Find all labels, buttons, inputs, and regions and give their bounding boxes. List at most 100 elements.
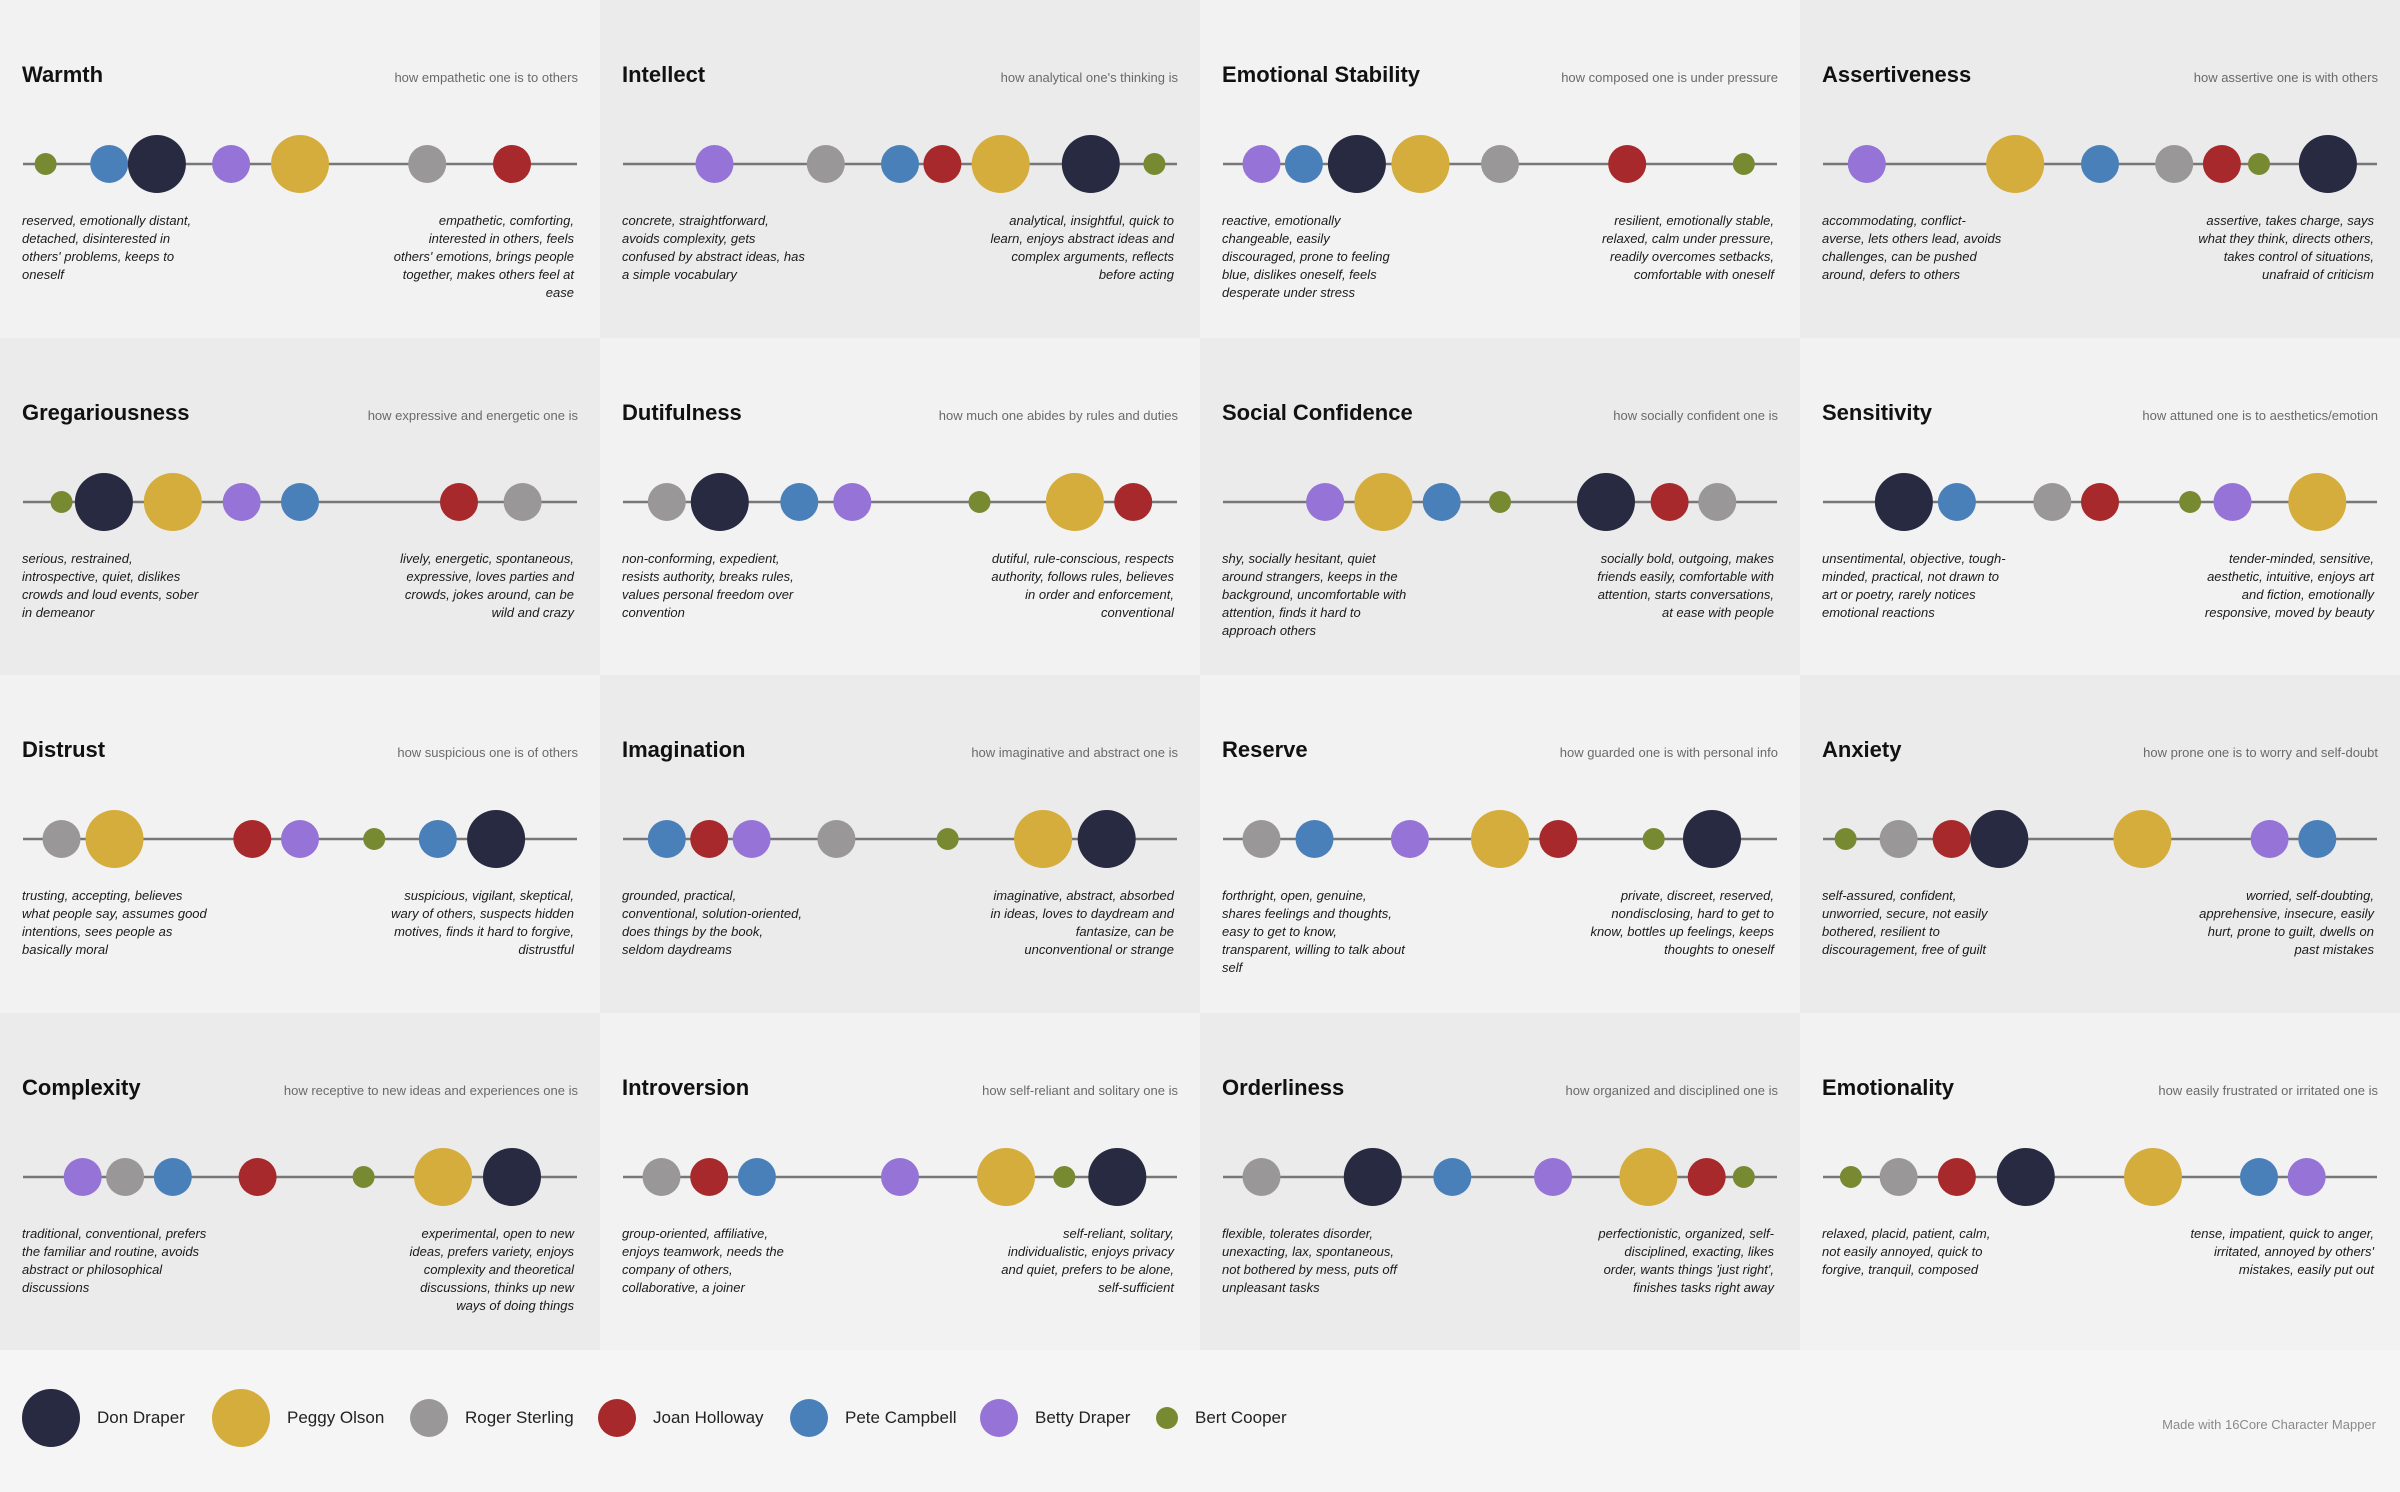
trait-description: how expressive and energetic one is (367, 407, 578, 423)
marker-pete-campbell (1422, 482, 1461, 521)
marker-roger-sterling (2033, 482, 2072, 521)
marker-joan-holloway (690, 1157, 729, 1196)
marker-joan-holloway (2081, 482, 2119, 521)
marker-pete-campbell (1295, 820, 1334, 858)
low-pole-label: traditional, conventional, prefers the f… (22, 1225, 207, 1295)
low-pole-label: reactive, emotionally changeable, easily… (1222, 213, 1390, 300)
trait-scale (1223, 135, 1777, 193)
trait-panel-warmth: Warmth how empathetic one is to others res… (0, 0, 600, 338)
marker-pete-campbell (418, 820, 457, 858)
marker-joan-holloway (493, 145, 531, 183)
low-pole-label: self-assured, confident, unworried, secu… (1822, 888, 1988, 957)
marker-roger-sterling (42, 820, 81, 858)
marker-peggy-olson (977, 1147, 1035, 1206)
marker-peggy-olson (85, 810, 144, 868)
low-pole-label: shy, socially hesitant, quiet around str… (1222, 550, 1407, 638)
legend-swatch (212, 1389, 270, 1447)
legend-item-pete-campbell: Pete Campbell (790, 1386, 957, 1450)
trait-scale (23, 810, 577, 868)
trait-description: how much one abides by rules and duties (938, 407, 1178, 423)
marker-peggy-olson (414, 1147, 473, 1206)
marker-joan-holloway (233, 820, 272, 858)
trait-panel-grid: Warmth how empathetic one is to others res… (0, 0, 2400, 1350)
trait-description: how easily frustrated or irritated one i… (2158, 1082, 2378, 1098)
marker-roger-sterling (1879, 820, 1918, 858)
marker-bert-cooper (1143, 153, 1166, 175)
marker-don-draper (1996, 1147, 2055, 1206)
trait-description: how assertive one is with others (2193, 70, 2378, 85)
trait-panel-distrust: Distrust how suspicious one is of others t… (0, 675, 600, 1013)
marker-betty-draper (1306, 482, 1345, 521)
trait-description: how imaginative and abstract one is (971, 745, 1178, 760)
marker-betty-draper (1242, 145, 1281, 183)
credit-note: Made with 16Core Character Mapper (2162, 1417, 2376, 1432)
trait-description: how self-reliant and solitary one is (982, 1082, 1178, 1098)
legend-item-peggy-olson: Peggy Olson (212, 1386, 384, 1450)
low-pole-label: group-oriented, affiliative, enjoys team… (622, 1225, 784, 1295)
trait-description: how guarded one is with personal info (1559, 745, 1778, 760)
marker-bert-cooper (352, 1165, 375, 1188)
legend-swatch (598, 1399, 636, 1437)
marker-betty-draper (212, 145, 251, 183)
trait-panel-emotional-stability: Emotional Stability how composed one is u… (1200, 0, 1800, 338)
marker-betty-draper (2250, 820, 2289, 858)
low-pole-label: relaxed, placid, patient, calm, not easi… (1822, 1225, 1991, 1277)
marker-pete-campbell (780, 482, 819, 521)
trait-scale (1823, 472, 2377, 531)
marker-joan-holloway (1937, 1157, 1976, 1196)
low-pole-label: flexible, tolerates disorder, unexacting… (1222, 1225, 1397, 1295)
trait-scale (623, 135, 1177, 193)
trait-scale (23, 1147, 577, 1206)
marker-roger-sterling (1481, 145, 1519, 183)
trait-panel-imagination: Imagination how imaginative and abstract … (600, 675, 1200, 1013)
marker-peggy-olson (2113, 810, 2172, 868)
marker-bert-cooper (50, 490, 73, 513)
trait-panel-complexity: Complexity how receptive to new ideas and… (0, 1012, 600, 1350)
high-pole-label: perfectionistic, organized, self-discipl… (1598, 1225, 1774, 1295)
marker-roger-sterling (1879, 1157, 1918, 1196)
trait-title: Complexity (22, 1074, 141, 1100)
trait-title: Imagination (622, 737, 746, 762)
marker-bert-cooper (363, 828, 386, 850)
marker-betty-draper (1847, 145, 1886, 183)
trait-description: how prone one is to worry and self-doubt (2143, 745, 2378, 760)
marker-don-draper (483, 1147, 541, 1206)
marker-pete-campbell (1284, 145, 1323, 183)
marker-roger-sterling (2155, 145, 2194, 183)
legend-label: Joan Holloway (653, 1408, 764, 1427)
marker-bert-cooper (1839, 1165, 1862, 1188)
trait-panel-reserve: Reserve how guarded one is with personal … (1200, 675, 1800, 1013)
high-pole-label: analytical, insightful, quick to learn, … (990, 213, 1174, 282)
legend-label: Roger Sterling (465, 1408, 574, 1427)
low-pole-label: serious, restrained, introspective, quie… (22, 550, 199, 620)
high-pole-label: assertive, takes charge, says what they … (2198, 213, 2374, 282)
trait-panel-emotionality: Emotionality how easily frustrated or irr… (1800, 1012, 2400, 1350)
legend-label: Don Draper (97, 1408, 185, 1427)
low-pole-label: forthright, open, genuine, shares feelin… (1222, 888, 1405, 975)
legend-item-bert-cooper: Bert Cooper (1156, 1386, 1287, 1450)
marker-joan-holloway (238, 1157, 277, 1196)
marker-bert-cooper (1053, 1165, 1076, 1188)
high-pole-label: private, discreet, reserved, nondisclosi… (1590, 888, 1774, 957)
trait-title: Gregariousness (22, 399, 190, 425)
trait-title: Reserve (1222, 737, 1308, 762)
marker-peggy-olson (1354, 472, 1413, 531)
high-pole-label: self-reliant, solitary, individualistic,… (1001, 1225, 1174, 1295)
trait-title: Orderliness (1222, 1074, 1345, 1100)
legend-item-don-draper: Don Draper (22, 1386, 185, 1450)
marker-joan-holloway (1687, 1157, 1726, 1196)
marker-peggy-olson (143, 472, 202, 531)
trait-description: how suspicious one is of others (397, 745, 578, 760)
marker-bert-cooper (936, 828, 959, 850)
marker-betty-draper (281, 820, 319, 858)
legend-swatch (790, 1399, 828, 1437)
trait-panel-orderliness: Orderliness how organized and disciplined… (1200, 1012, 1800, 1350)
low-pole-label: grounded, practical, conventional, solut… (622, 888, 802, 957)
marker-betty-draper (881, 1157, 919, 1196)
high-pole-label: experimental, open to new ideas, prefers… (409, 1225, 575, 1313)
low-pole-label: accommodating, conflict-averse, lets oth… (1822, 213, 2002, 282)
trait-panel-sensitivity: Sensitivity how attuned one is to aesthet… (1800, 337, 2400, 675)
high-pole-label: resilient, emotionally stable, relaxed, … (1602, 213, 1774, 282)
trait-description: how attuned one is to aesthetics/emotion (2142, 407, 2378, 423)
trait-scale (1223, 810, 1777, 868)
